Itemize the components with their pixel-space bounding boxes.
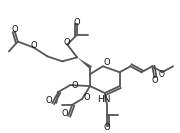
Text: O: O: [45, 96, 52, 105]
Text: HN: HN: [97, 95, 111, 104]
Text: O: O: [74, 18, 80, 27]
Text: O: O: [62, 109, 69, 118]
Text: O: O: [152, 76, 159, 85]
Text: O: O: [103, 58, 110, 67]
Text: O: O: [64, 38, 71, 47]
Text: O: O: [12, 25, 18, 34]
Text: O: O: [72, 81, 78, 90]
Polygon shape: [77, 57, 92, 69]
Text: O: O: [30, 41, 37, 50]
Text: O: O: [103, 123, 110, 132]
Text: O: O: [84, 93, 90, 102]
Text: O: O: [158, 70, 164, 79]
